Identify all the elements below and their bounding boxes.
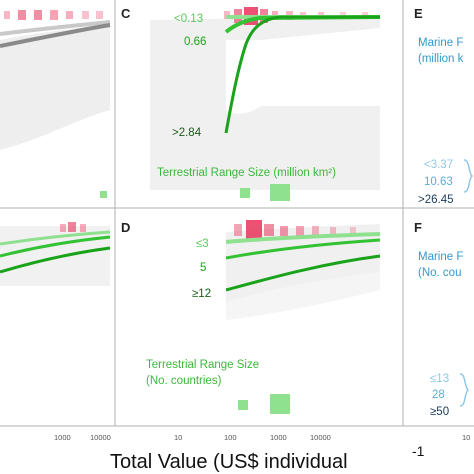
- panel-c-bottom-rug: [240, 188, 250, 198]
- panel-f-brace: [459, 373, 470, 407]
- panel-b-curve-dark: [0, 246, 111, 274]
- panel-e-level-mid: 10.63: [424, 176, 453, 188]
- panel-d-rug-mark: [264, 224, 274, 236]
- panel-a-partial: [0, 10, 111, 198]
- panel-d-bottom-rug: [270, 394, 290, 414]
- panel-d-title-line2: (No. countries): [146, 375, 222, 387]
- panel-a-rug-mark: [50, 10, 58, 20]
- panel-d-rug-mark: [312, 226, 319, 235]
- panel-f-title-line1: Marine F: [418, 251, 463, 263]
- panel-e-title-line2: (million k: [418, 53, 464, 65]
- panel-f-level-mid: 28: [432, 389, 445, 401]
- panel-d-curve-mid-countries: [225, 238, 381, 260]
- panel-d-level-mid: 5: [200, 262, 206, 274]
- x-tick-label: 100: [224, 433, 237, 442]
- x-tick-label: 10000: [310, 433, 331, 442]
- panel-c-curve-large-range: [224, 15, 380, 134]
- panel-b-rug-mark: [60, 224, 66, 232]
- x-axis-title-superscript: -1: [412, 443, 425, 459]
- panel-c-title: Terrestrial Range Size (million km²): [157, 167, 336, 179]
- panel-b-rug-mark: [68, 222, 76, 232]
- panel-a-rug-mark: [34, 10, 42, 20]
- panel-d-title-line1: Terrestrial Range Size: [146, 359, 259, 371]
- panel-c-curve-mid-range: [224, 15, 381, 34]
- x-tick-label: 1000: [54, 433, 71, 442]
- panel-d-curve-many-countries: [225, 254, 381, 292]
- panel-d-curve-few-countries: [225, 232, 381, 244]
- panel-a-curve-dark: [0, 23, 111, 48]
- panel-a-bottom-rug: [100, 191, 107, 198]
- panel-b-confidence-band: [0, 226, 110, 286]
- panel-a-rug-mark: [66, 11, 73, 19]
- panel-d-bottom-rug: [238, 400, 248, 410]
- panel-c-confidence-band: [150, 16, 380, 190]
- panel-d-level-few: ≤3: [196, 238, 209, 250]
- panel-c-bottom-rug: [270, 184, 290, 201]
- panel-d-rug-mark: [234, 224, 242, 236]
- panel-a-rug-mark: [96, 11, 103, 19]
- panel-e-level-large: >26.45: [418, 194, 454, 206]
- panel-b-curve-mid: [0, 235, 111, 258]
- panel-a-rug-mark: [4, 11, 10, 19]
- panel-b-partial: 1000 10000: [0, 222, 111, 442]
- panel-f-letter: F: [414, 220, 422, 235]
- panel-e-level-small: <3.37: [424, 159, 453, 171]
- panel-c-confidence-band-inner: [226, 40, 380, 106]
- panel-b-curve-light: [0, 230, 111, 246]
- x-tick-label: 10000: [90, 433, 111, 442]
- panel-f-title-line2: (No. cou: [418, 267, 461, 279]
- panel-a-confidence-band: [0, 24, 110, 150]
- panel-c-level-small: <0.13: [174, 13, 203, 25]
- panel-f-level-many: ≥50: [430, 406, 449, 418]
- panel-e-partial: E Marine F (million k <3.37 10.63 >26.45: [414, 6, 474, 206]
- panel-a-rug-mark: [18, 10, 26, 20]
- panel-c: C <0.13 0.66 >2.84 Terrestrial Range Siz…: [121, 6, 381, 201]
- x-tick-label: 10: [462, 433, 470, 442]
- panel-f-level-few: ≤13: [430, 373, 449, 385]
- panel-e-title-line1: Marine F: [418, 37, 463, 49]
- x-tick-label: 10: [174, 433, 182, 442]
- panel-f-partial: F Marine F (No. cou ≤13 28 ≥50 10: [414, 220, 470, 442]
- panel-d-rug-mark: [246, 220, 262, 240]
- panel-e-letter: E: [414, 6, 423, 21]
- panel-c-level-mid: 0.66: [184, 36, 206, 48]
- panel-d: D ≤3 5 ≥12 Terrestrial Range Size (No. c…: [121, 220, 381, 442]
- panel-d-rug-mark: [296, 226, 304, 236]
- panel-d-rug-mark: [280, 226, 288, 236]
- x-tick-label: 1000: [270, 433, 287, 442]
- panel-d-letter: D: [121, 220, 130, 235]
- panel-c-level-large: >2.84: [172, 127, 202, 139]
- panel-d-level-many: ≥12: [192, 288, 211, 300]
- panel-d-confidence-band-lower: [226, 272, 380, 320]
- x-axis-title: Total Value (US$ individual: [110, 451, 348, 473]
- panel-a-rug-mark: [82, 11, 89, 19]
- panel-d-rug-mark: [330, 227, 336, 235]
- panel-b-rug-mark: [80, 224, 86, 232]
- panel-a-curve-light: [0, 20, 111, 36]
- panel-c-letter: C: [121, 6, 131, 21]
- panel-e-brace: [463, 159, 474, 193]
- panel-d-rug-mark: [350, 227, 356, 235]
